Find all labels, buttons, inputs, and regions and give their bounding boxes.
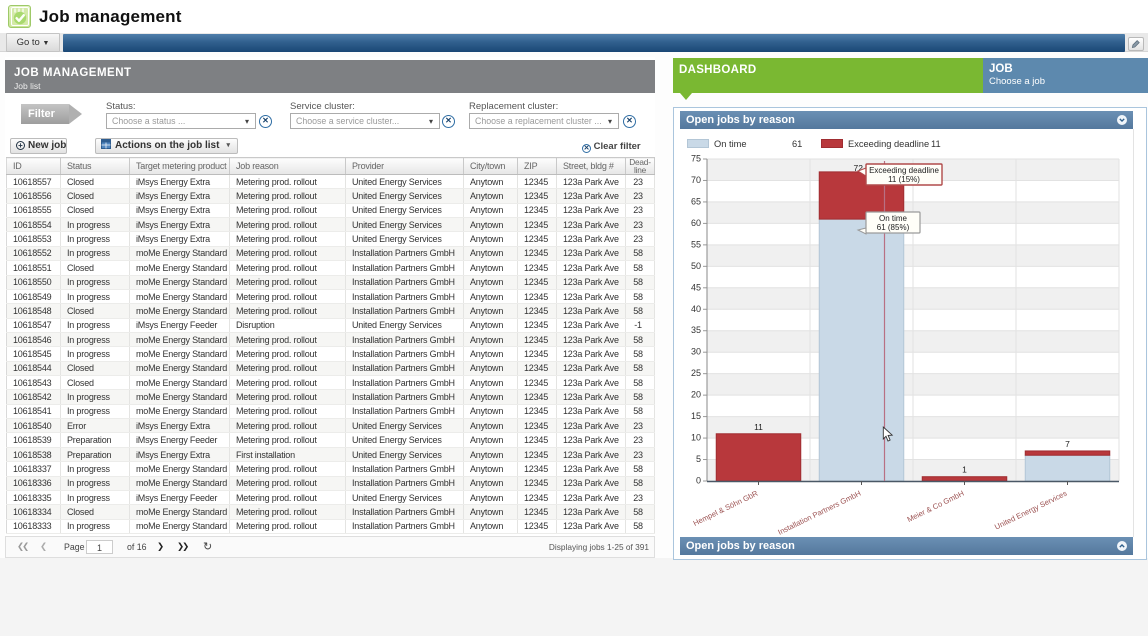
- svg-text:70: 70: [691, 175, 701, 185]
- svg-text:United Energy Services: United Energy Services: [993, 489, 1068, 532]
- svg-text:65: 65: [691, 196, 701, 206]
- svg-text:Meier & Co GmbH: Meier & Co GmbH: [906, 489, 966, 524]
- svg-text:15: 15: [691, 411, 701, 421]
- svg-text:61 (85%): 61 (85%): [877, 223, 910, 232]
- svg-text:7: 7: [1065, 439, 1070, 449]
- svg-text:30: 30: [691, 347, 701, 357]
- svg-text:5: 5: [696, 454, 701, 464]
- svg-text:75: 75: [691, 154, 701, 164]
- svg-text:25: 25: [691, 368, 701, 378]
- svg-text:11 (15%): 11 (15%): [888, 175, 920, 184]
- svg-text:72: 72: [854, 163, 864, 173]
- svg-text:40: 40: [691, 304, 701, 314]
- svg-text:50: 50: [691, 261, 701, 271]
- svg-text:60: 60: [691, 218, 701, 228]
- svg-text:Exceeding deadline: Exceeding deadline: [869, 166, 939, 175]
- svg-text:10: 10: [691, 433, 701, 443]
- svg-text:55: 55: [691, 239, 701, 249]
- svg-text:11: 11: [754, 422, 763, 432]
- svg-text:On time: On time: [879, 214, 908, 223]
- svg-text:45: 45: [691, 282, 701, 292]
- svg-text:35: 35: [691, 325, 701, 335]
- svg-text:1: 1: [962, 465, 967, 475]
- svg-text:0: 0: [696, 476, 701, 486]
- svg-text:Hempel & Söhn GbR: Hempel & Söhn GbR: [692, 488, 760, 527]
- svg-text:20: 20: [691, 390, 701, 400]
- svg-text:Installation Partners GmbH: Installation Partners GmbH: [776, 489, 862, 537]
